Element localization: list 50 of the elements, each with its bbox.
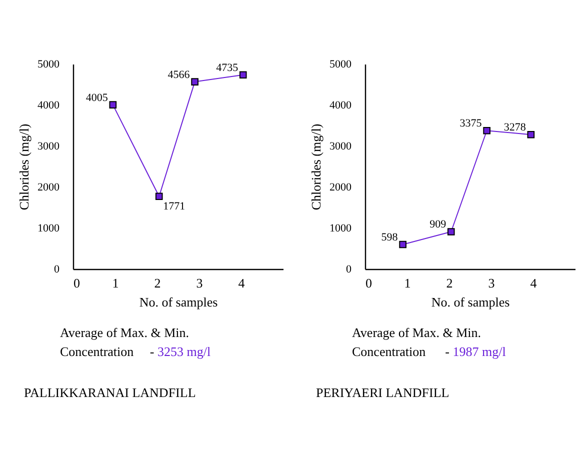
- text: Concentration -: [60, 344, 154, 359]
- point: [483, 126, 490, 134]
- x-tick-label: 4: [530, 276, 538, 290]
- text: PERIYAERI LANDFILL: [316, 385, 450, 401]
- y-tick-label: 1000: [330, 222, 352, 234]
- x-axis-title: No. of samples: [139, 294, 218, 310]
- y-tick-label: 0: [346, 264, 352, 276]
- x-tick-label: 2: [154, 276, 161, 290]
- y-axis-title: Chlorides (mg/l): [308, 124, 324, 210]
- data-label: 4735: [216, 62, 239, 74]
- point: [239, 71, 247, 79]
- x-tick-label: 1: [404, 276, 411, 290]
- y-tick-label: 2000: [38, 182, 60, 194]
- data-label: 3375: [460, 118, 482, 130]
- y-tick-label: 0: [54, 264, 60, 276]
- data-label: 3278: [504, 122, 526, 134]
- text: Average of Max. & Min.: [60, 324, 190, 342]
- point: [447, 228, 455, 236]
- text: 1987 mg/l: [452, 344, 506, 359]
- x-tick-label: 3: [196, 276, 203, 290]
- y-tick-label: 3000: [330, 140, 352, 152]
- y-tick-label: 5000: [330, 58, 352, 70]
- y-axis-title: Chlorides (mg/l): [16, 124, 32, 210]
- y-tick-label: 4000: [38, 100, 60, 112]
- x-tick-label: 4: [238, 276, 246, 290]
- text: PALLIKKARANAI LANDFILL: [24, 385, 197, 401]
- data-label: 1771: [163, 200, 186, 212]
- point: [155, 192, 163, 200]
- point: [109, 101, 117, 108]
- y-tick-label: 4000: [330, 100, 352, 112]
- point: [399, 240, 406, 248]
- x-axis-title: No. of samples: [431, 294, 510, 310]
- data-label: 4566: [168, 68, 190, 81]
- x-tick-label: 3: [488, 276, 495, 290]
- y-tick-label: 5000: [38, 58, 60, 70]
- x-tick-label: 0: [74, 276, 80, 290]
- y-tick-label: 1000: [38, 222, 60, 234]
- y-tick-label: 3000: [38, 140, 60, 152]
- point: [527, 130, 535, 138]
- y-tick-label: 2000: [330, 182, 352, 194]
- x-tick-label: 0: [366, 276, 372, 290]
- text: Average of Max. & Min.: [352, 324, 482, 342]
- text: Concentration -: [352, 344, 450, 359]
- point: [191, 78, 198, 86]
- x-tick-label: 2: [446, 276, 453, 290]
- data-label: 4005: [86, 92, 108, 104]
- data-label: 598: [381, 231, 398, 244]
- data-label: 909: [430, 218, 447, 231]
- x-tick-label: 1: [112, 276, 119, 290]
- text: 3253 mg/l: [156, 344, 211, 359]
